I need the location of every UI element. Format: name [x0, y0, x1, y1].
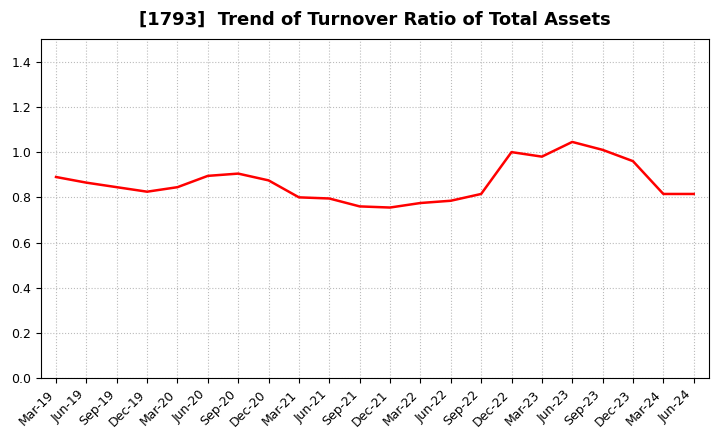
Title: [1793]  Trend of Turnover Ratio of Total Assets: [1793] Trend of Turnover Ratio of Total … [139, 11, 611, 29]
